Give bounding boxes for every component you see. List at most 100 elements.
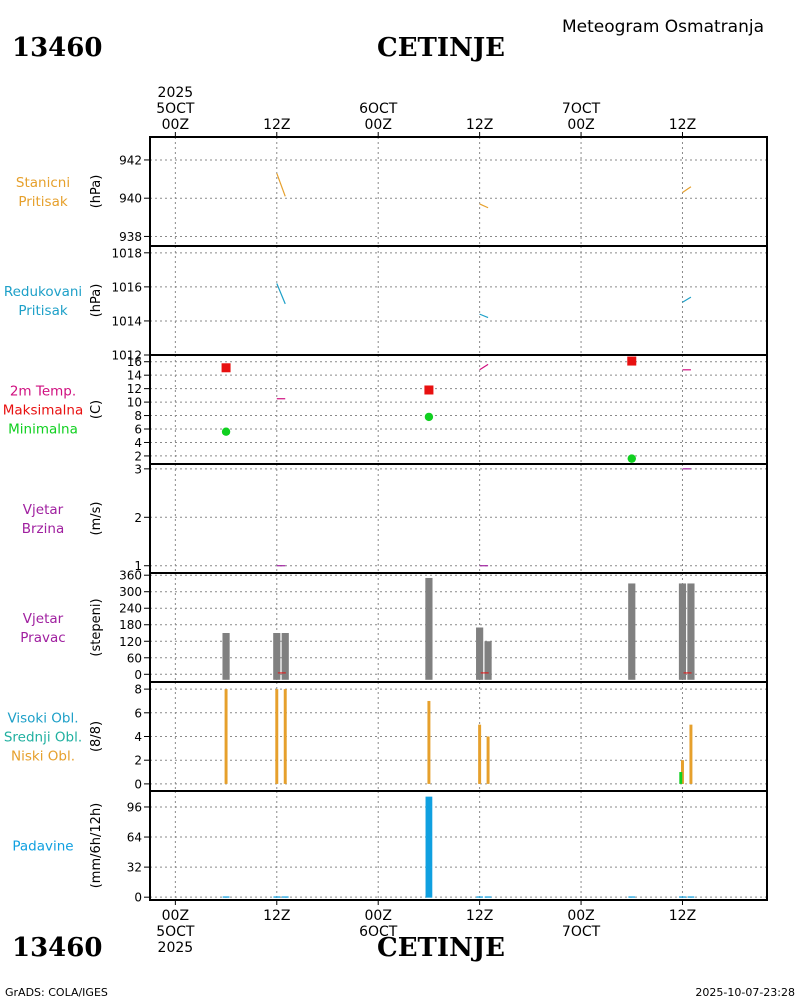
y-tick-label: 3 (134, 462, 142, 476)
panel-label: Vjetar (23, 611, 64, 627)
top-time-label: 12Z (466, 117, 493, 133)
min-temp-point (424, 412, 434, 422)
bottom-time-label: 2025 (158, 940, 194, 956)
y-tick-label: 4 (134, 730, 142, 744)
top-time-label: 00Z (162, 117, 189, 133)
bar-precipitation (425, 796, 433, 898)
station-id-top: 13460 (12, 33, 102, 63)
bar-precipitation (484, 896, 492, 898)
bar-cloud-cover (283, 689, 287, 784)
panel-frame (149, 790, 768, 901)
bar-wind-direction (476, 627, 484, 680)
panel-label: Redukovani (4, 284, 82, 300)
y-tick-label: 2 (134, 511, 142, 525)
bar-precipitation (281, 896, 289, 898)
footer-timestamp: 2025-10-07-23:28 (695, 986, 795, 999)
y-tick-label: 64 (127, 831, 142, 845)
y-tick-label: 300 (119, 585, 142, 599)
bottom-time-label: 00Z (567, 908, 594, 924)
panel-label: Visoki Obl. (7, 711, 78, 727)
bottom-time-label: 6OCT (359, 924, 398, 940)
top-time-label: 00Z (365, 117, 392, 133)
bar-cloud-cover (427, 700, 431, 784)
bar-precipitation (476, 896, 484, 898)
panel-frame (149, 136, 768, 247)
top-time-label: 00Z (567, 117, 594, 133)
panel-label: Padavine (12, 839, 73, 855)
y-tick-label: 0 (134, 891, 142, 905)
y-tick-label: 6 (134, 423, 142, 437)
series-segment-station-pressure (682, 186, 692, 193)
meteogram-panels: 938940942(hPa)StanicniPritisak1012101410… (3, 136, 768, 905)
max-temp-point (221, 363, 231, 373)
bar-wind-direction (628, 583, 636, 680)
bottom-time-label: 12Z (466, 908, 493, 924)
top-time-label: 2025 (158, 85, 194, 101)
y-tick-label: 0 (134, 777, 142, 791)
bar-cloud-cover (681, 760, 684, 784)
bar-cloud-cover (689, 724, 693, 784)
panel-frame (149, 572, 768, 683)
y-tick-label: 938 (119, 230, 142, 244)
bar-precipitation (273, 896, 281, 898)
top-time-label: 6OCT (359, 101, 398, 117)
y-tick-label: 1012 (111, 349, 142, 363)
y-tick-label: 1016 (111, 280, 142, 294)
y-tick-label: 120 (119, 635, 142, 649)
panel-label: Pritisak (18, 303, 68, 319)
y-tick-label: 6 (134, 706, 142, 720)
bar-wind-direction (678, 583, 687, 680)
panel-frame (149, 245, 768, 356)
y-tick-label: 942 (119, 153, 142, 167)
max-temp-point (424, 385, 434, 395)
y-tick-label: 16 (127, 355, 142, 369)
y-tick-label: 14 (127, 369, 142, 383)
panel-label: Brzina (22, 521, 64, 537)
bar-precipitation (222, 896, 230, 898)
y-tick-label: 360 (119, 569, 142, 583)
series-segment-reduced-pressure (276, 283, 286, 305)
series-segment-station-pressure (276, 173, 286, 197)
min-temp-point (627, 454, 636, 463)
panel-label: Maksimalna (3, 403, 84, 419)
bottom-time-label: 7OCT (562, 924, 601, 940)
panel-label: Stanicni (16, 175, 70, 191)
bar-precipitation (679, 896, 686, 898)
panel-label: Niski Obl. (11, 749, 75, 765)
series-segment-station-pressure (479, 203, 489, 209)
bottom-time-label: 5OCT (156, 924, 195, 940)
y-axis-title: (m/s) (89, 502, 104, 536)
top-time-label: 7OCT (562, 101, 601, 117)
panel-wind-speed: 1 2 3 (m/s) Vjetar Brzina (22, 462, 768, 574)
panel-frame (149, 354, 768, 465)
panel-label: 2m Temp. (10, 384, 76, 400)
y-tick-label: 8 (134, 683, 142, 697)
y-tick-label: 96 (127, 800, 142, 814)
top-time-label: 12Z (669, 117, 696, 133)
bar-wind-direction (281, 633, 289, 680)
y-tick-label: 1018 (111, 246, 142, 260)
panel-station-pressure: 938 940 942 (hPa) Stanicni Pritisak (16, 136, 768, 247)
bottom-time-label: 12Z (263, 908, 290, 924)
series-segment-reduced-pressure (479, 313, 489, 319)
bar-cloud-cover (478, 724, 482, 784)
y-tick-label: 32 (127, 861, 142, 875)
panel-label: Pritisak (18, 194, 68, 210)
top-time-label: 12Z (263, 117, 290, 133)
y-tick-label: 2 (134, 754, 142, 768)
series-segment-reduced-pressure (682, 296, 692, 303)
y-axis-title: (hPa) (89, 175, 104, 209)
y-tick-label: 60 (127, 651, 142, 665)
station-name-top: CETINJE (377, 33, 505, 63)
y-axis-title: (8/8) (89, 721, 104, 752)
station-id-bottom: 13460 (12, 933, 102, 963)
top-time-label: 5OCT (156, 101, 195, 117)
y-tick-label: 180 (119, 618, 142, 632)
bar-wind-direction (273, 633, 281, 680)
panel-label: Pravac (20, 630, 65, 646)
